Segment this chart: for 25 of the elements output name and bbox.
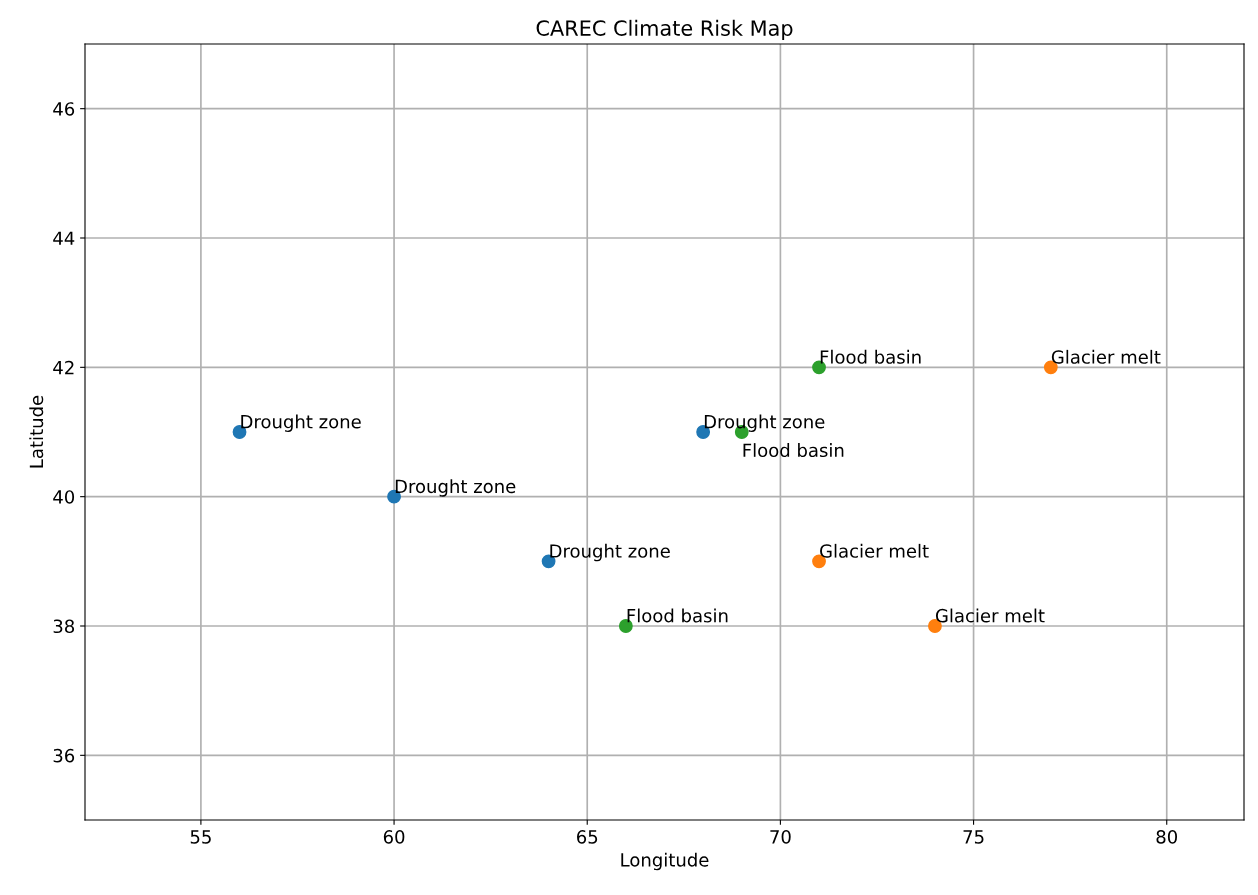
annotation: Flood basin xyxy=(820,349,921,364)
x-tick-label: 75 xyxy=(963,830,984,844)
x-tick-label: 65 xyxy=(577,830,598,844)
chart-title: CAREC Climate Risk Map xyxy=(536,19,793,40)
annotation: Drought zone xyxy=(241,414,361,432)
x-tick-label: 60 xyxy=(383,830,405,844)
annotation: Glacier melt xyxy=(935,608,1045,623)
annotation: Glacier melt xyxy=(1051,349,1161,364)
annotation: Flood basin xyxy=(627,608,728,623)
y-tick-label: 46 xyxy=(53,102,75,116)
annotation: Glacier melt xyxy=(820,543,929,558)
x-tick-label: 55 xyxy=(190,830,211,844)
x-tick-label: 80 xyxy=(1156,830,1178,844)
y-tick-label: 36 xyxy=(53,748,75,763)
y-tick-label: 42 xyxy=(53,360,74,375)
annotation: Drought zone xyxy=(395,479,516,497)
y-tick-label: 40 xyxy=(53,490,75,504)
y-tick-label: 44 xyxy=(53,231,75,245)
x-axis-title: Longitude xyxy=(621,852,709,871)
y-axis-title: Latitude xyxy=(29,395,44,468)
x-tick-label: 70 xyxy=(770,830,791,844)
y-tick-label: 38 xyxy=(53,619,75,634)
annotation: Flood basin xyxy=(743,443,844,458)
annotation: Drought zone xyxy=(704,414,825,432)
annotation: Drought zone xyxy=(550,543,670,562)
